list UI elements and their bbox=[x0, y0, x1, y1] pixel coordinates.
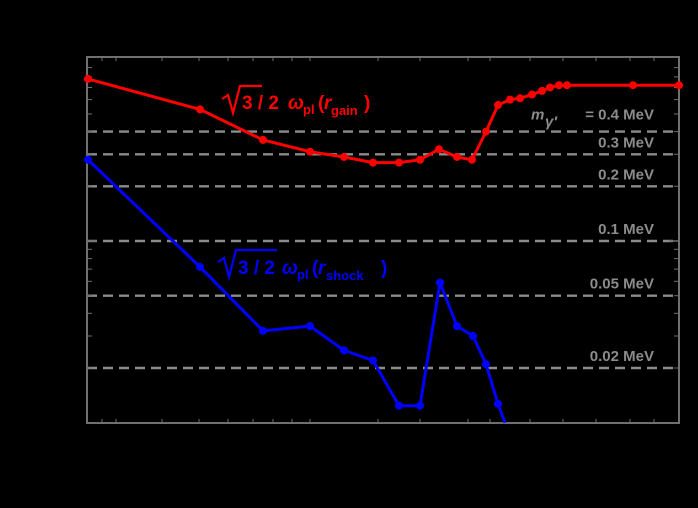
data-point bbox=[516, 94, 524, 103]
data-point bbox=[196, 262, 204, 271]
reference-label: 0.2 MeV bbox=[598, 166, 654, 183]
data-point bbox=[259, 326, 267, 335]
series-gain bbox=[84, 74, 683, 167]
reference-label: 0.1 MeV bbox=[598, 221, 654, 238]
data-point bbox=[506, 95, 514, 104]
data-point bbox=[528, 90, 536, 99]
sqrt-symbol-icon bbox=[217, 248, 277, 282]
label-paren-close: ) bbox=[364, 93, 370, 114]
data-point bbox=[563, 81, 571, 90]
reference-label: 0.05 MeV bbox=[590, 276, 654, 293]
plot-frame bbox=[86, 56, 680, 424]
data-point bbox=[259, 135, 267, 144]
label-omega: ω bbox=[288, 93, 304, 114]
reference-label: = 0.4 MeV bbox=[585, 107, 654, 124]
data-point bbox=[435, 145, 443, 154]
data-point bbox=[84, 155, 92, 164]
label-omega-sub: pl bbox=[303, 102, 315, 117]
data-point bbox=[196, 105, 204, 114]
data-point bbox=[453, 152, 461, 161]
data-point bbox=[306, 147, 314, 156]
reference-labels: = 0.4 MeV m γ′ 0.3 MeV 0.2 MeV 0.1 MeV 0.05 Me… bbox=[531, 107, 654, 365]
legend-label-shock: 3 / 2 ω pl ( r shock ) bbox=[217, 248, 387, 283]
data-point bbox=[482, 360, 490, 369]
data-point bbox=[416, 401, 424, 410]
data-point bbox=[340, 346, 348, 355]
label-r: r bbox=[324, 93, 333, 114]
data-point bbox=[538, 86, 546, 95]
data-point bbox=[555, 81, 563, 90]
data-point bbox=[369, 158, 377, 167]
mass-subscript: γ′ bbox=[545, 114, 558, 131]
data-point bbox=[453, 322, 461, 331]
data-point bbox=[84, 74, 92, 83]
label-fraction: 3 / 2 bbox=[242, 93, 279, 114]
data-point bbox=[416, 155, 424, 164]
data-point bbox=[546, 83, 554, 92]
data-point bbox=[395, 158, 403, 167]
data-point bbox=[395, 401, 403, 410]
series-line bbox=[87, 77, 679, 165]
reference-lines bbox=[87, 130, 679, 370]
label-paren-open: ( bbox=[312, 258, 319, 279]
data-point bbox=[494, 399, 502, 408]
label-omega-sub: pl bbox=[297, 267, 309, 282]
label-r-sub: gain bbox=[331, 103, 358, 118]
data-point bbox=[468, 155, 476, 164]
data-point bbox=[629, 81, 637, 90]
data-point bbox=[469, 332, 477, 341]
label-paren-open: ( bbox=[318, 93, 325, 114]
mass-symbol: m bbox=[531, 107, 544, 124]
label-r-sub: shock bbox=[326, 268, 364, 283]
data-series bbox=[84, 74, 683, 424]
axis-ticks bbox=[87, 57, 679, 424]
data-point bbox=[494, 101, 502, 110]
sqrt-symbol-icon bbox=[221, 84, 262, 118]
data-point bbox=[436, 278, 444, 287]
label-omega: ω bbox=[282, 258, 298, 279]
series-line bbox=[86, 158, 507, 424]
label-paren-close: ) bbox=[381, 258, 387, 279]
reference-label: 0.02 MeV bbox=[590, 348, 654, 365]
label-fraction: 3 / 2 bbox=[238, 258, 275, 279]
legend-label-gain: 3 / 2 ω pl ( r gain ) bbox=[221, 84, 370, 118]
data-point bbox=[369, 356, 377, 365]
label-r: r bbox=[318, 258, 327, 279]
data-point bbox=[340, 152, 348, 161]
reference-label: 0.3 MeV bbox=[598, 134, 654, 151]
data-point bbox=[306, 322, 314, 331]
data-point bbox=[482, 127, 490, 136]
data-point bbox=[675, 81, 683, 90]
series-shock bbox=[84, 155, 507, 424]
